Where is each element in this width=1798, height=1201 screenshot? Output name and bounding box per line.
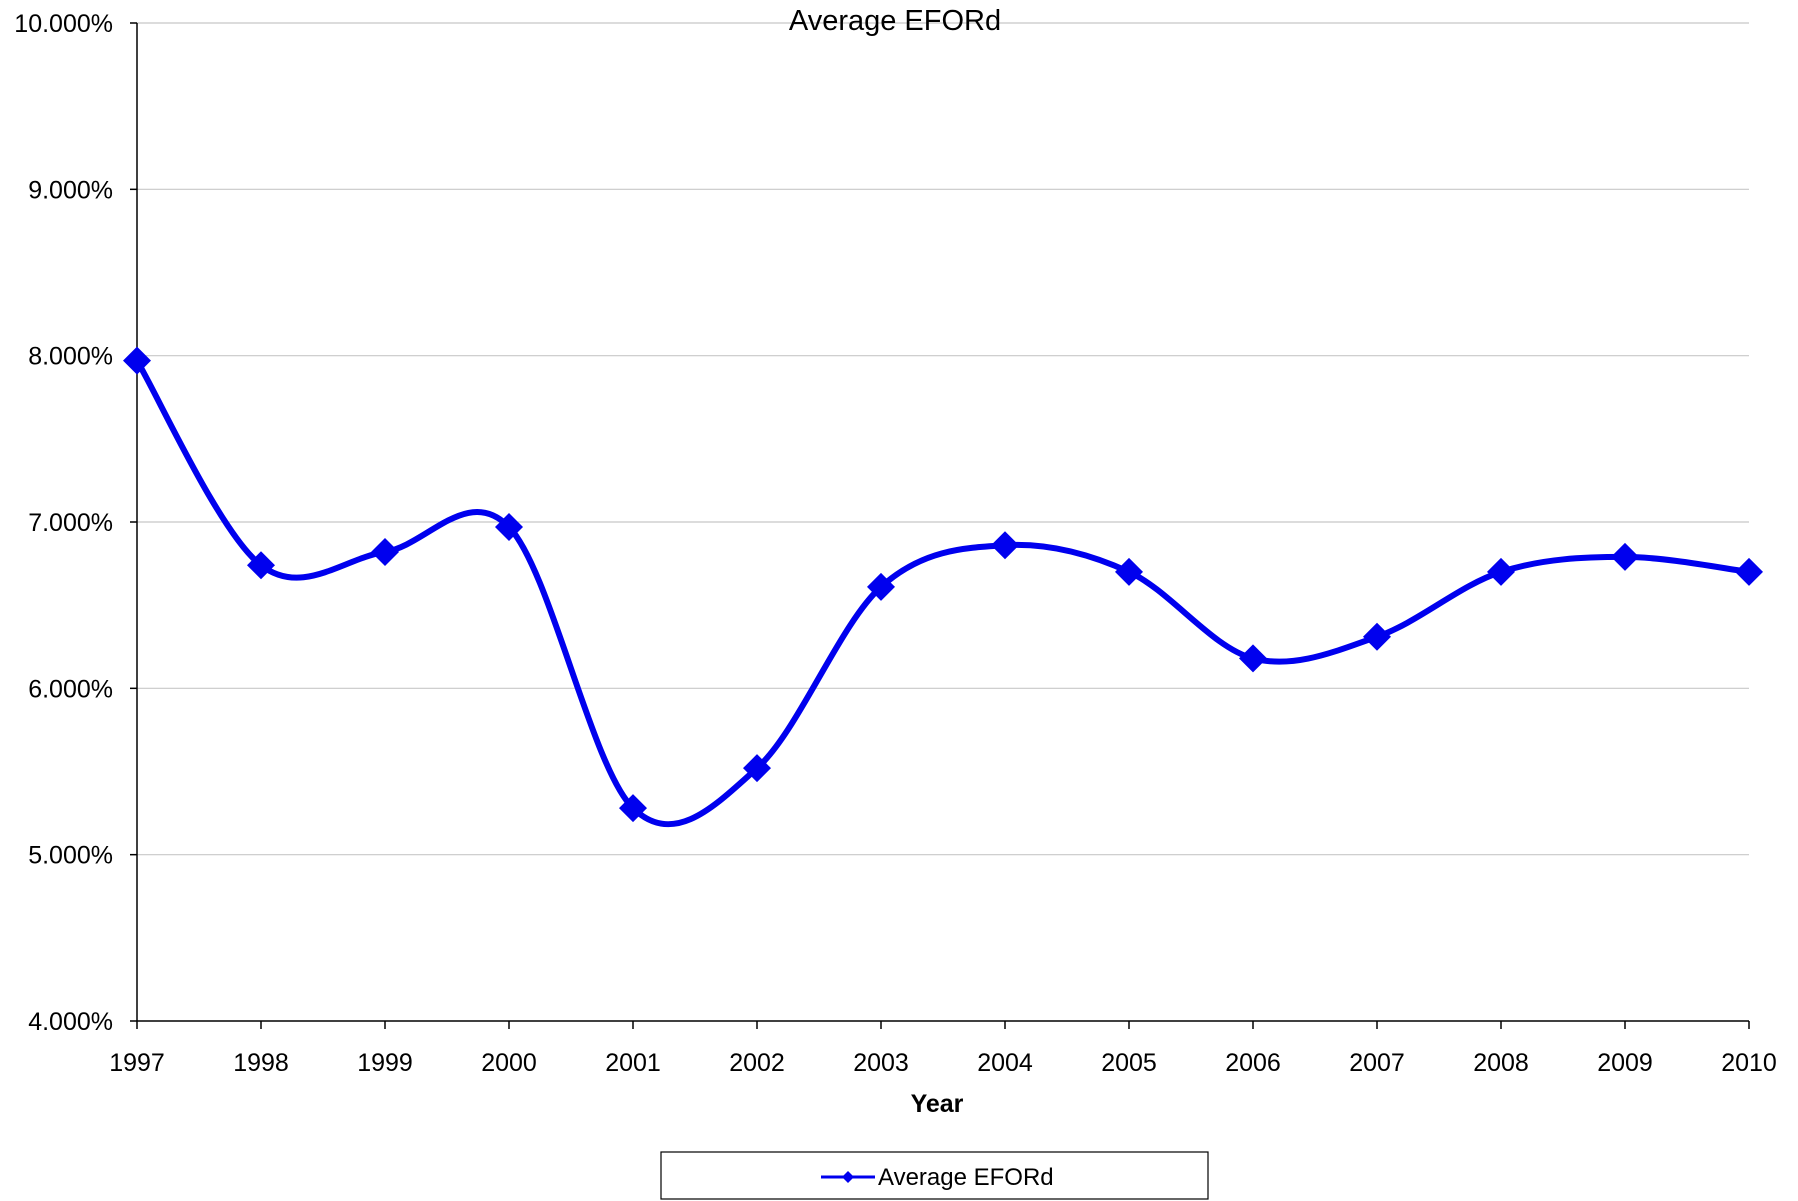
y-tick-label: 4.000% — [28, 1008, 113, 1036]
x-tick-labels: 1997 1998 1999 2000 2001 2002 2003 2004 2005 2006… — [109, 1021, 1777, 1077]
x-tick-label: 2006 — [1225, 1049, 1281, 1077]
data-point-marker — [1487, 557, 1515, 586]
x-tick-label: 2009 — [1597, 1049, 1653, 1077]
data-point-marker — [123, 346, 151, 375]
x-axis-title: Year — [911, 1090, 964, 1118]
x-tick-label: 2001 — [605, 1049, 661, 1077]
y-tick-label: 9.000% — [28, 176, 113, 204]
y-tick-label: 8.000% — [28, 343, 113, 371]
x-tick-label: 1997 — [109, 1049, 165, 1077]
x-tick-label: 2002 — [729, 1049, 785, 1077]
data-point-marker — [867, 572, 895, 601]
x-tick-label: 2005 — [1101, 1049, 1157, 1077]
x-tick-label: 2008 — [1473, 1049, 1529, 1077]
data-point-marker — [1115, 557, 1143, 586]
x-tick-label: 2004 — [977, 1049, 1033, 1077]
data-point-marker — [1363, 622, 1391, 651]
y-tick-labels: 4.000% 5.000% 6.000% 7.000% 8.000% 9.000% 10.0… — [14, 10, 137, 1036]
x-tick-label: 1998 — [233, 1049, 289, 1077]
legend: Average EFORd — [660, 1151, 1209, 1200]
y-tick-label: 10.000% — [14, 10, 113, 38]
x-tick-label: 2010 — [1721, 1049, 1777, 1077]
legend-diamond-marker — [842, 1171, 854, 1183]
x-tick-label: 1999 — [357, 1049, 413, 1077]
x-tick-label: 2003 — [853, 1049, 909, 1077]
chart-title: Average EFORd — [789, 5, 1001, 37]
series-line — [134, 357, 1752, 828]
y-tick-label: 7.000% — [28, 509, 113, 537]
data-point-marker — [619, 794, 647, 823]
gridlines — [137, 22, 1749, 856]
y-tick-label: 5.000% — [28, 842, 113, 870]
data-point-marker — [991, 531, 1019, 560]
x-tick-label: 2000 — [481, 1049, 537, 1077]
data-point-marker — [1239, 644, 1267, 673]
data-point-marker — [1611, 542, 1639, 571]
data-point-marker — [371, 537, 399, 566]
data-point-marker — [247, 551, 275, 580]
data-point-marker — [743, 754, 771, 783]
legend-box — [660, 1151, 1209, 1200]
data-point-marker — [495, 512, 523, 541]
x-tick-label: 2007 — [1349, 1049, 1405, 1077]
data-series — [123, 346, 1763, 828]
y-tick-label: 6.000% — [28, 675, 113, 703]
legend-label: Average EFORd — [878, 1164, 1054, 1191]
data-point-marker — [1735, 557, 1763, 586]
